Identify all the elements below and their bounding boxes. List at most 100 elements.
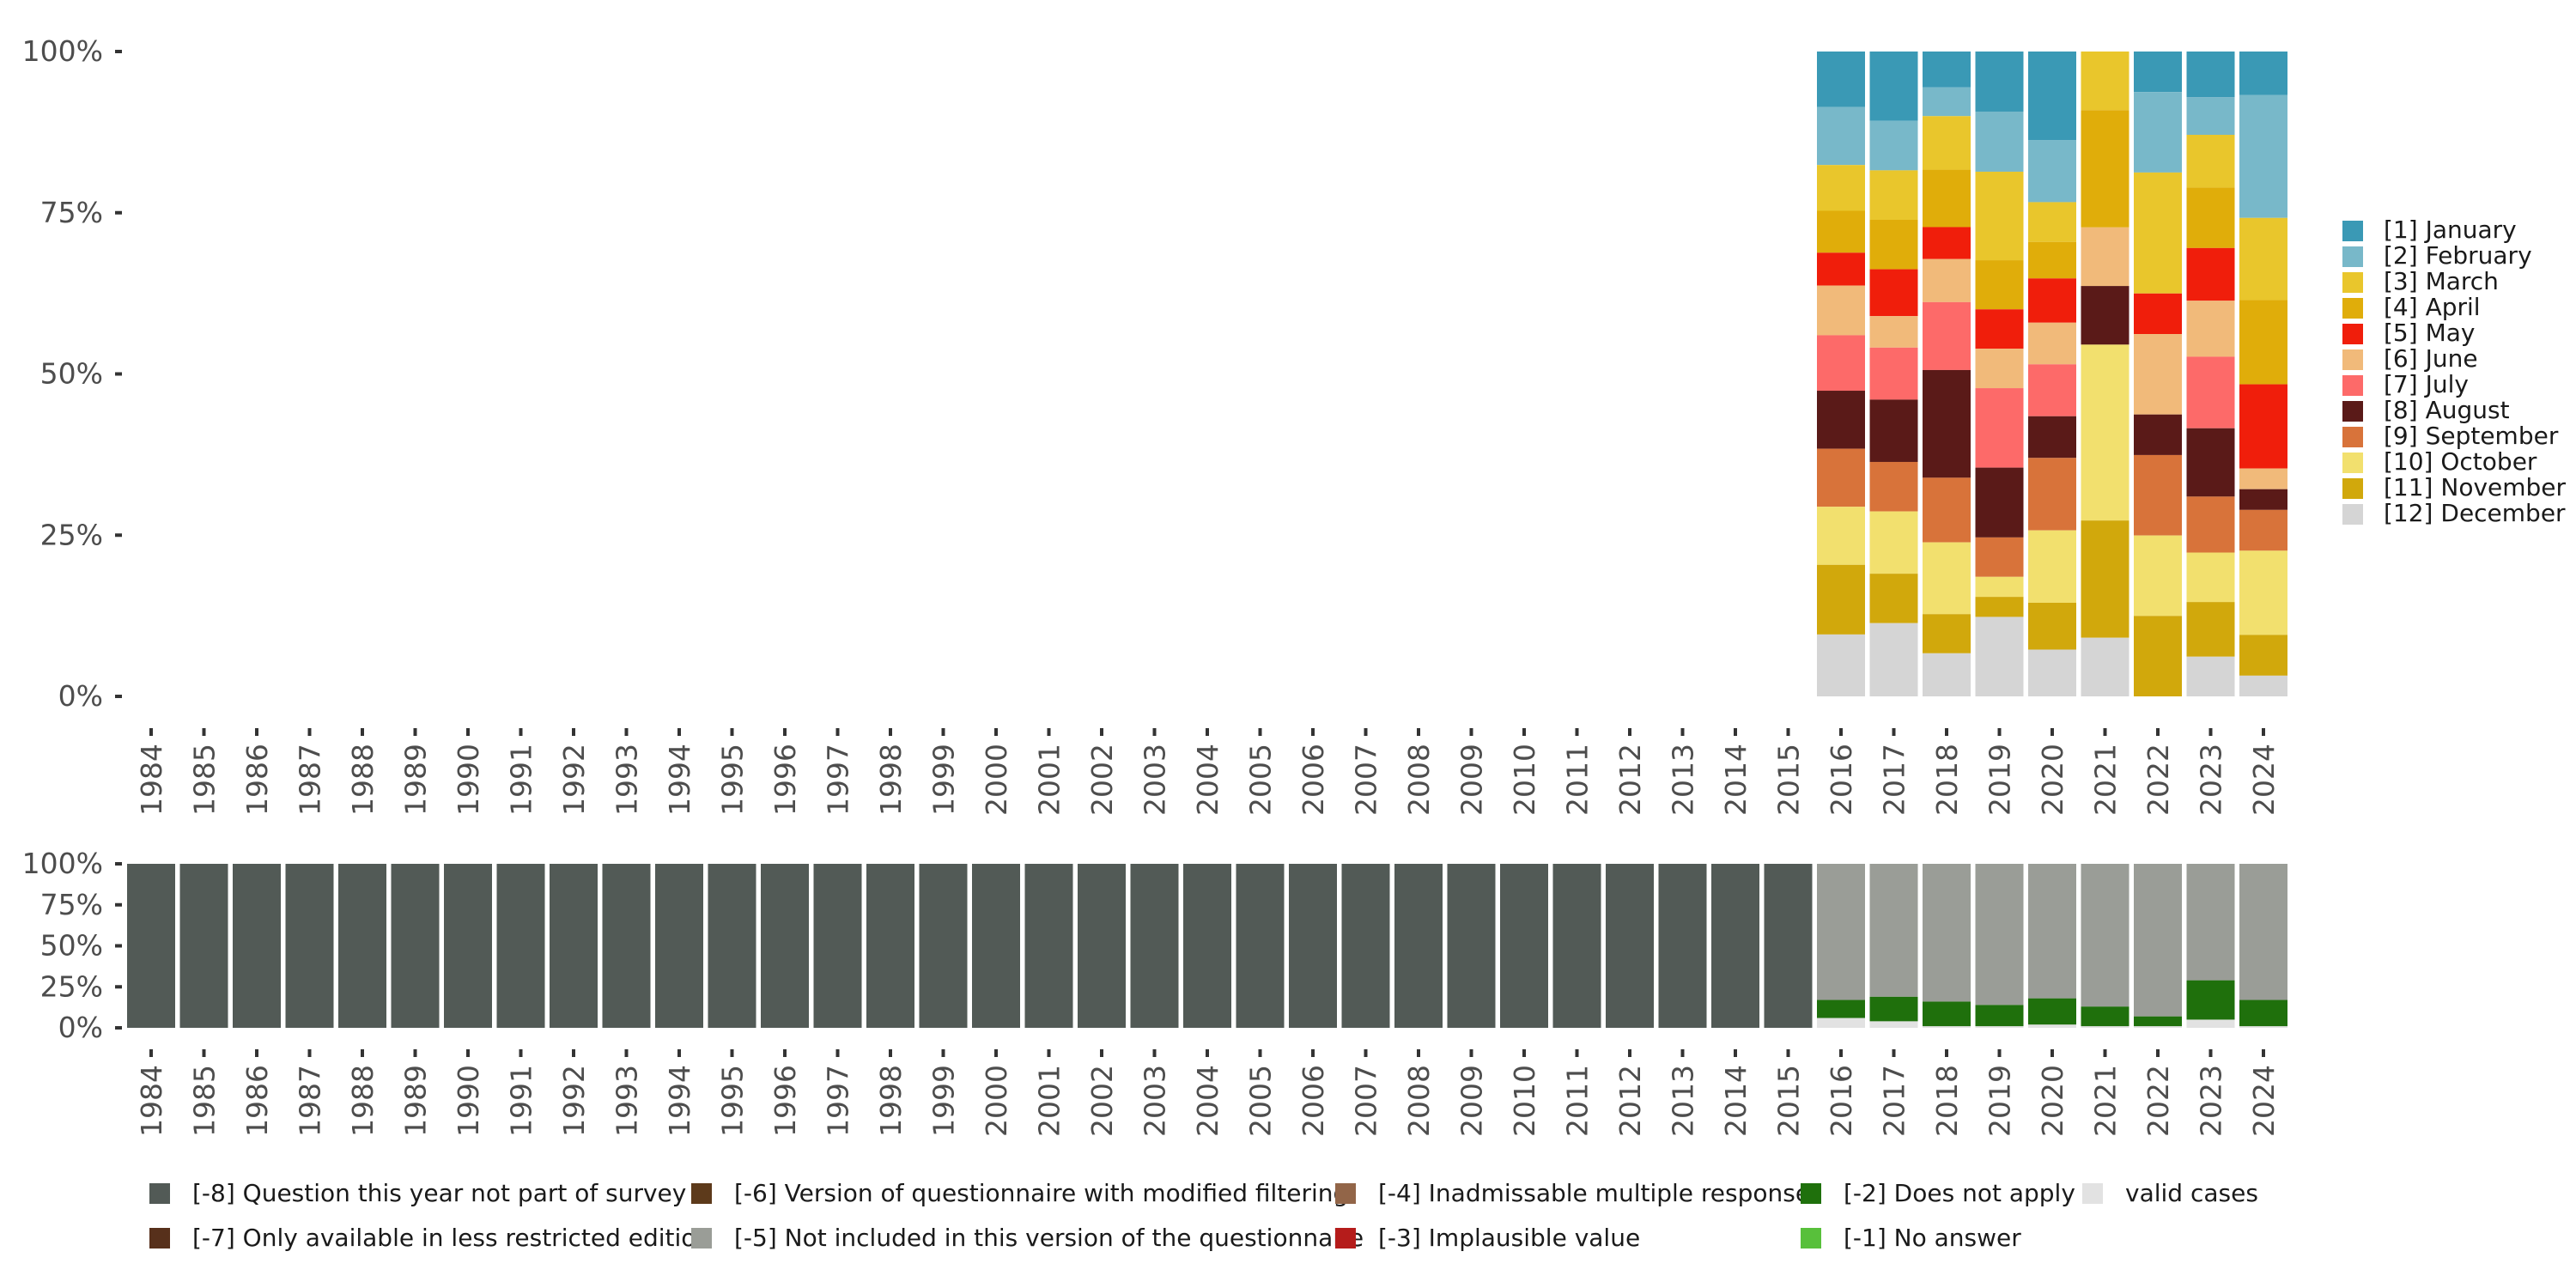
top-xtick-label: 1992: [557, 744, 591, 816]
legend-label-q_not_part: [-8] Question this year not part of surv…: [192, 1179, 686, 1207]
legend-label-inadmissable: [-4] Inadmissable multiple response: [1378, 1179, 1810, 1207]
legend-swatch-month-4: [2342, 298, 2363, 319]
bottom-xtick-label: 2002: [1085, 1065, 1119, 1137]
bar-segment-2012-q_not_part: [1606, 864, 1654, 1028]
bottom-ytick-label: 25%: [40, 969, 103, 1003]
bar-segment-2019-valid: [1975, 1026, 2024, 1028]
bar-segment-2024-month-12: [2239, 675, 2287, 696]
bar-segment-2003-q_not_part: [1130, 864, 1179, 1028]
bar-segment-2021-not_included: [2081, 864, 2129, 1007]
bar-segment-2018-valid: [1923, 1026, 1971, 1028]
bar-segment-2018-month-6: [1923, 258, 1971, 302]
bar-segment-2009-q_not_part: [1447, 864, 1496, 1028]
bottom-xtick-label: 1997: [822, 1065, 855, 1137]
bottom-xtick-label: 2013: [1667, 1065, 1700, 1137]
legend-label-month-10: [10] October: [2384, 447, 2537, 476]
bottom-xtick-label: 1995: [716, 1065, 750, 1137]
bottom-xtick-label: 2011: [1561, 1065, 1595, 1137]
bar-segment-1987-q_not_part: [285, 864, 334, 1028]
bar-segment-2006-q_not_part: [1289, 864, 1337, 1028]
bar-segment-2017-month-4: [1869, 219, 1918, 270]
legend-swatch-month-11: [2342, 478, 2363, 499]
bar-segment-2018-month-5: [1923, 227, 1971, 259]
bar-segment-2020-month-2: [2028, 140, 2076, 203]
bottom-xtick-label: 2007: [1350, 1065, 1383, 1137]
bar-segment-2018-month-1: [1923, 52, 1971, 88]
bar-segment-2016-month-2: [1817, 106, 1865, 166]
top-xtick-label: 1988: [346, 744, 380, 816]
bar-segment-2005-q_not_part: [1236, 864, 1285, 1028]
top-xtick-label: 1989: [399, 744, 433, 816]
legend-label-no_answer: [-1] No answer: [1844, 1224, 2021, 1252]
bar-segment-2024-month-9: [2239, 509, 2287, 551]
bar-segment-2019-month-8: [1975, 467, 2024, 538]
bottom-xtick-label: 2006: [1297, 1065, 1330, 1137]
bar-segment-2021-not_apply: [2081, 1006, 2129, 1027]
top-xtick-label: 2010: [1508, 744, 1541, 816]
bar-segment-2019-month-3: [1975, 171, 2024, 261]
bar-segment-2020-not_included: [2028, 864, 2076, 999]
bar-segment-2021-month-6: [2081, 227, 2129, 287]
legend-swatch-valid: [2082, 1183, 2103, 1204]
bar-segment-2022-month-6: [2134, 334, 2182, 415]
bar-segment-2020-month-12: [2028, 649, 2076, 696]
bar-segment-1985-q_not_part: [179, 864, 228, 1028]
legend-swatch-implausible: [1335, 1228, 1356, 1249]
legend-label-modified_filtering: [-6] Version of questionnaire with modif…: [734, 1179, 1348, 1207]
bar-segment-2019-month-7: [1975, 388, 2024, 468]
bar-segment-2018-month-4: [1923, 169, 1971, 228]
top-xtick-label: 2000: [980, 744, 1013, 816]
bar-segment-2016-month-1: [1817, 52, 1865, 107]
legend-label-month-11: [11] November: [2384, 473, 2567, 501]
top-panel-month-distribution: 0% 25% 50% 75% 100% 1984 1985 1986 1987 1988 1989 1…: [22, 34, 2287, 816]
bottom-xtick-label: 2001: [1033, 1065, 1066, 1137]
bar-segment-2020-month-8: [2028, 416, 2076, 459]
bottom-xtick-label: 2014: [1719, 1065, 1753, 1137]
top-xtick-label: 2019: [1984, 744, 2017, 816]
bottom-xtick-label: 1992: [557, 1065, 591, 1137]
legend-swatch-month-1: [2342, 221, 2363, 241]
top-xtick-label: 2002: [1085, 744, 1119, 816]
bar-segment-2023-month-7: [2186, 356, 2235, 428]
top-xtick-label: 2022: [2142, 744, 2175, 816]
bar-segment-2024-month-4: [2239, 300, 2287, 385]
bottom-xtick-label: 1996: [769, 1065, 802, 1137]
legend-swatch-q_not_part: [149, 1183, 170, 1204]
bar-segment-2016-not_included: [1817, 864, 1865, 1000]
bar-segment-2017-month-12: [1869, 623, 1918, 696]
top-xtick-label: 2007: [1350, 744, 1383, 816]
bottom-xtick-label: 2021: [2089, 1065, 2123, 1137]
bar-segment-2017-month-6: [1869, 316, 1918, 348]
bottom-xtick-label: 2022: [2142, 1065, 2175, 1137]
legend-swatch-month-5: [2342, 324, 2363, 344]
top-xtick-label: 2012: [1613, 744, 1647, 816]
bar-segment-2020-not_apply: [2028, 998, 2076, 1025]
bar-segment-2020-month-7: [2028, 364, 2076, 416]
bar-segment-2018-month-11: [1923, 614, 1971, 653]
bar-segment-2008-q_not_part: [1394, 864, 1443, 1028]
bar-segment-2018-month-2: [1923, 87, 1971, 117]
bar-segment-2023-month-6: [2186, 301, 2235, 357]
legend-swatch-month-9: [2342, 427, 2363, 447]
bar-segment-2020-month-4: [2028, 241, 2076, 279]
legend-swatch-month-7: [2342, 375, 2363, 396]
legend-label-not_included: [-5] Not included in this version of the…: [734, 1224, 1364, 1252]
bottom-xtick-label: 1999: [927, 1065, 961, 1137]
bar-segment-2020-valid: [2028, 1024, 2076, 1028]
legend-label-month-1: [1] January: [2384, 216, 2517, 244]
bar-segment-2018-month-3: [1923, 116, 1971, 170]
bar-segment-2022-month-9: [2134, 454, 2182, 536]
bar-segment-2024-not_included: [2239, 864, 2287, 1000]
top-xtick-label: 2004: [1191, 744, 1224, 816]
bar-segment-2024-month-1: [2239, 52, 2287, 95]
bar-segment-2023-month-2: [2186, 97, 2235, 136]
top-xtick-label: 2009: [1455, 744, 1489, 816]
bar-segment-2017-not_included: [1869, 864, 1918, 997]
legend-swatch-not_included: [691, 1228, 712, 1249]
bar-segment-2019-not_included: [1975, 864, 2024, 1005]
bottom-xtick-label: 2015: [1772, 1065, 1806, 1137]
bottom-xtick-label: 2009: [1455, 1065, 1489, 1137]
bar-segment-2022-month-2: [2134, 92, 2182, 173]
bar-segment-2020-month-9: [2028, 458, 2076, 531]
